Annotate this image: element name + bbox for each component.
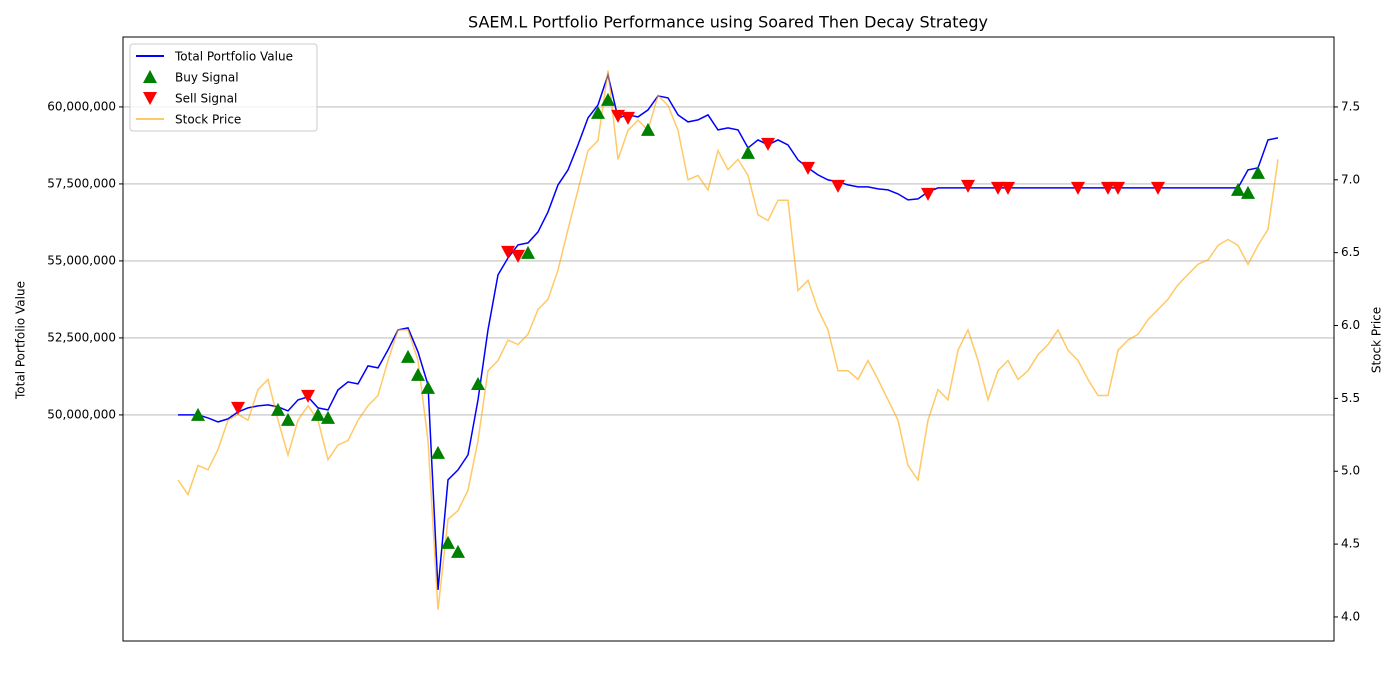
signal-marker xyxy=(831,179,845,193)
plot-frame xyxy=(122,36,1335,642)
legend-swatch xyxy=(143,70,157,83)
legend-label: Sell Signal xyxy=(175,92,237,106)
y2-tick-label: 7.0 xyxy=(1341,172,1360,186)
signal-marker xyxy=(511,249,525,263)
signal-marker xyxy=(231,401,245,415)
y-tick-label: 57,500,000 xyxy=(47,176,116,190)
signal-marker xyxy=(301,389,315,403)
legend-swatch xyxy=(143,92,157,105)
signal-marker xyxy=(321,410,335,424)
signal-marker xyxy=(641,122,655,136)
plot-area xyxy=(123,70,1334,610)
y2-tick-label: 4.5 xyxy=(1341,537,1360,551)
signal-marker xyxy=(191,407,205,421)
signal-marker xyxy=(961,179,975,193)
signal-marker xyxy=(801,161,815,175)
legend-label: Total Portfolio Value xyxy=(174,50,293,64)
signal-marker xyxy=(421,380,435,394)
signal-marker xyxy=(1251,165,1265,179)
signal-marker xyxy=(471,376,485,390)
y-tick-label: 60,000,000 xyxy=(47,99,116,113)
signal-marker xyxy=(401,349,415,363)
signal-marker xyxy=(411,367,425,381)
legend-label: Buy Signal xyxy=(175,71,239,85)
signal-marker xyxy=(761,137,775,151)
signal-marker xyxy=(521,245,535,259)
y2-axis-label: Stock Price xyxy=(1370,307,1384,373)
signal-marker xyxy=(1101,181,1115,195)
legend-label: Stock Price xyxy=(175,113,241,127)
y2-tick-label: 7.5 xyxy=(1341,99,1360,113)
y2-tick-label: 5.0 xyxy=(1341,464,1360,478)
y2-tick-label: 5.5 xyxy=(1341,391,1360,405)
signal-marker xyxy=(431,445,445,459)
signal-marker xyxy=(621,111,635,125)
series-line xyxy=(178,72,1279,590)
legend: Total Portfolio Value Buy Signal Sell Sign… xyxy=(129,43,318,132)
signal-marker xyxy=(1231,182,1245,196)
signal-marker xyxy=(281,412,295,426)
signal-marker xyxy=(1241,185,1255,199)
legend-box xyxy=(129,43,318,132)
signal-marker xyxy=(311,407,325,421)
y2-tick-label: 6.5 xyxy=(1341,245,1360,259)
signal-marker xyxy=(601,92,615,106)
signal-marker xyxy=(1151,181,1165,195)
y2-tick-label: 4.0 xyxy=(1341,609,1360,623)
signal-marker xyxy=(451,544,465,558)
series-line xyxy=(177,70,1279,610)
y-tick-label: 55,000,000 xyxy=(47,253,116,267)
signal-marker xyxy=(1071,181,1085,195)
signal-marker xyxy=(741,145,755,159)
y-tick-label: 52,500,000 xyxy=(47,330,116,344)
signal-marker xyxy=(1001,181,1015,195)
signal-marker xyxy=(991,181,1005,195)
signal-marker xyxy=(501,245,515,259)
y-tick-label: 50,000,000 xyxy=(47,407,116,421)
signal-marker xyxy=(591,105,605,119)
signal-marker xyxy=(1111,181,1125,195)
signal-marker xyxy=(441,535,455,549)
chart-title: SAEM.L Portfolio Performance using Soare… xyxy=(468,13,988,32)
y-axis-label: Total Portfolio Value xyxy=(14,281,28,400)
y2-tick-label: 6.0 xyxy=(1341,318,1360,332)
signal-marker xyxy=(611,109,625,123)
signal-marker xyxy=(921,187,935,201)
signal-marker xyxy=(271,402,285,416)
